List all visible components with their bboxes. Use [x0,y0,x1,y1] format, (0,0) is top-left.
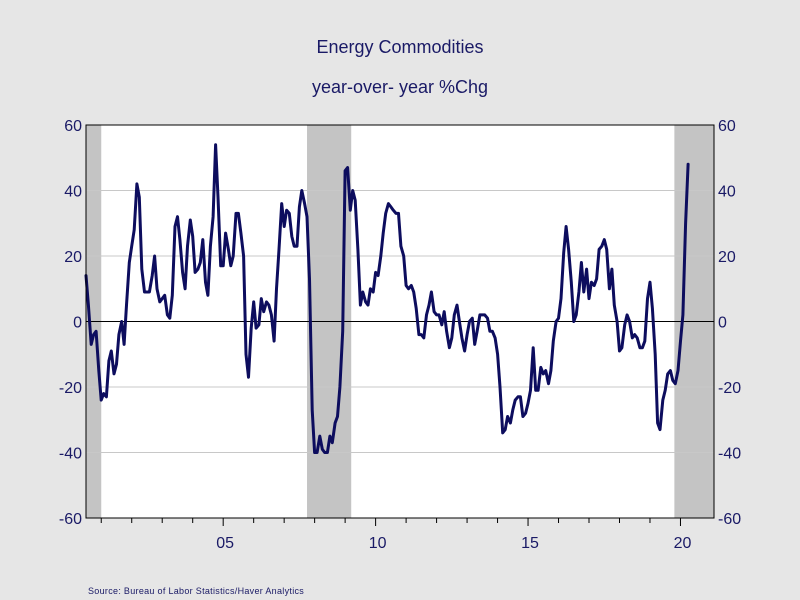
y-tick-label-right: 60 [718,118,736,135]
chart-title: Energy Commodities [316,37,484,57]
y-tick-label-right: 0 [718,315,727,332]
y-tick-label-left: 60 [64,118,82,135]
y-tick-label-right: -40 [718,446,741,463]
y-tick-label-left: -60 [59,511,82,528]
source-note: Source: Bureau of Labor Statistics/Haver… [88,586,305,596]
y-tick-label-right: 20 [718,249,736,266]
series-line [84,143,690,454]
y-tick-label-left: 40 [64,184,82,201]
x-tick-label: 05 [216,535,234,552]
plot-frame [85,124,715,519]
y-tick-label-right: 40 [718,184,736,201]
y-tick-label-left: -40 [59,446,82,463]
x-tick-label: 20 [674,535,692,552]
y-tick-label-right: -60 [718,511,741,528]
y-tick-label-left: 0 [73,315,82,332]
y-tick-label-left: -20 [59,380,82,397]
chart-subtitle: year-over- year %Chg [311,77,489,97]
y-tick-label-left: 20 [64,249,82,266]
x-tick-label: 10 [369,535,387,552]
x-tick-label: 15 [521,535,539,552]
y-tick-label-right: -20 [718,380,741,397]
